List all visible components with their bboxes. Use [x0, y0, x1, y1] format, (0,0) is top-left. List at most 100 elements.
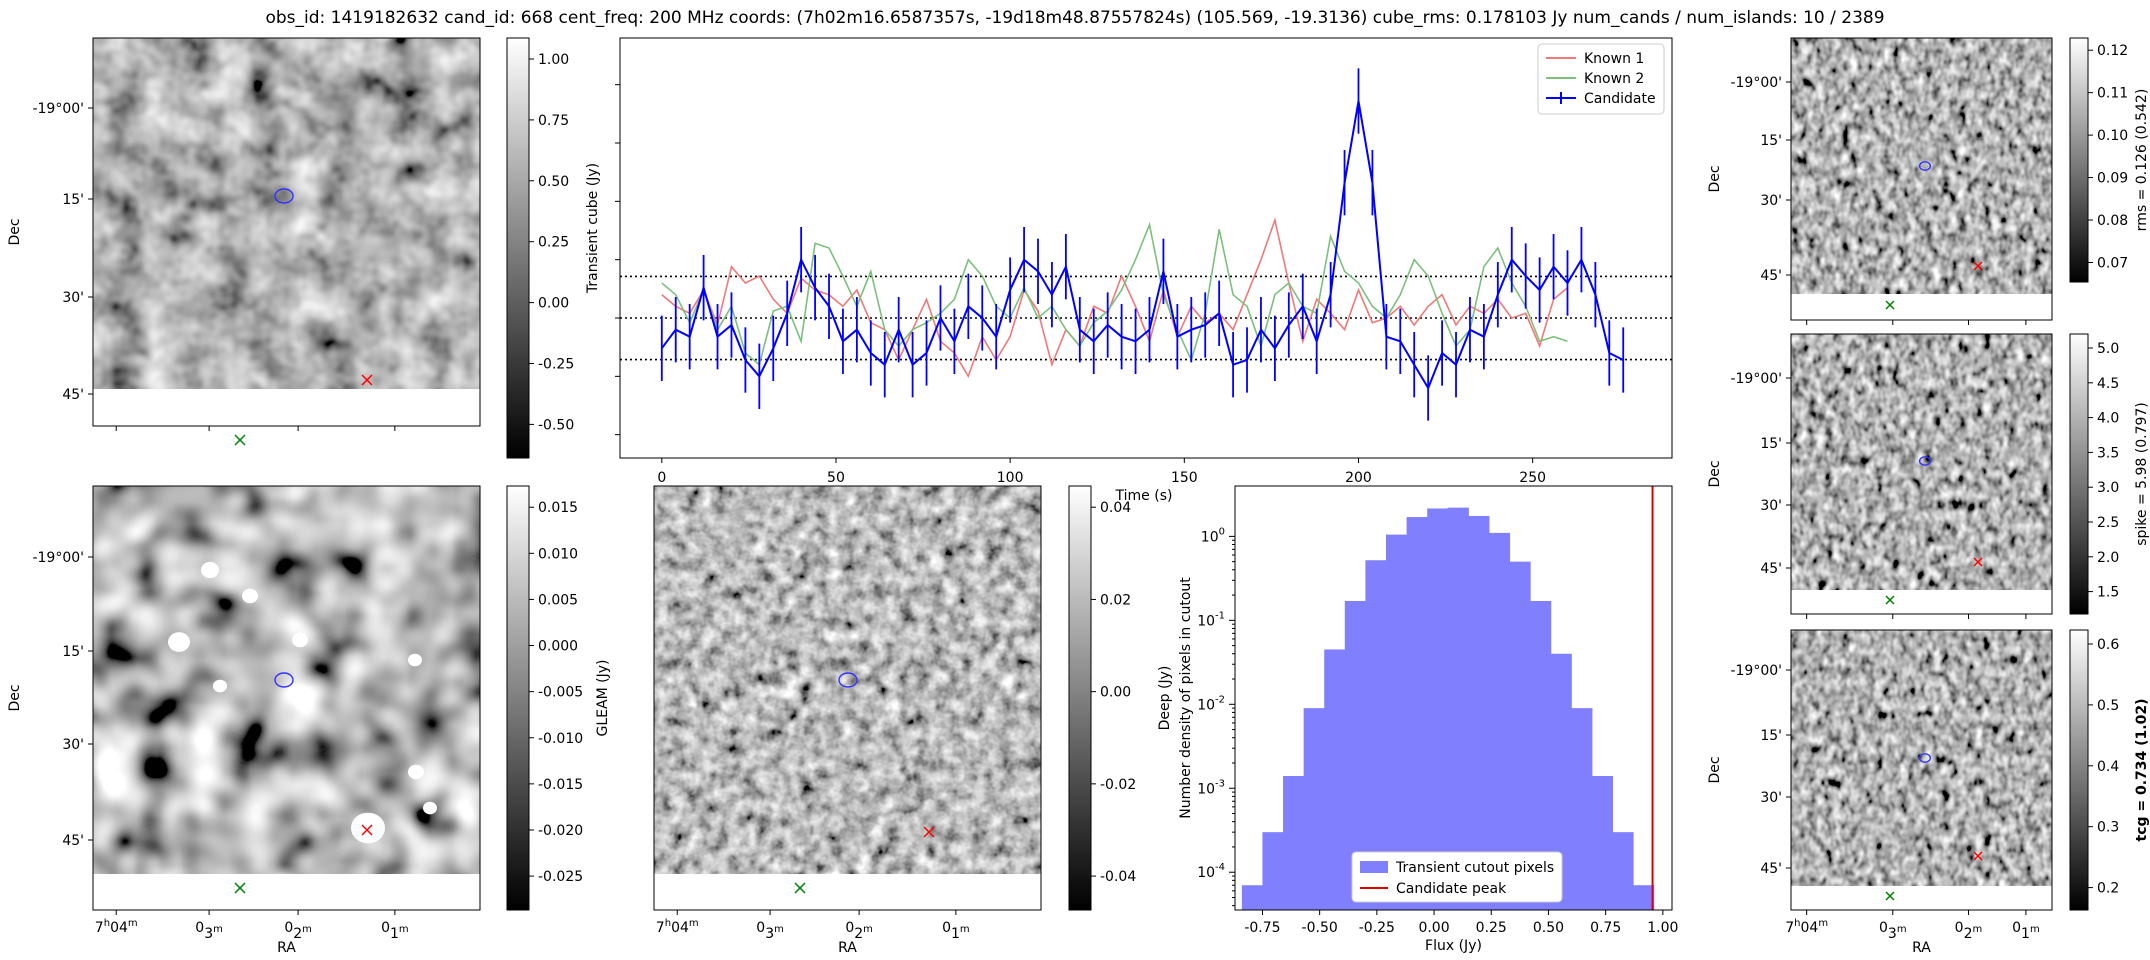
spike-cbar-tick-label: 5.0	[2097, 341, 2119, 357]
deep-cbar-tick-label: -0.04	[1100, 869, 1136, 885]
transient-dec-label: 45'	[62, 387, 84, 403]
spike-dec-label: 30'	[1760, 498, 1782, 514]
transient-dec-label: 30'	[62, 290, 84, 306]
gleam-cbar-tick-label: -0.005	[538, 685, 583, 701]
transient-cbar-tick-label: 0.25	[538, 235, 569, 251]
transient-cbar-tick-label: 0.50	[538, 174, 569, 190]
hist-bar	[1344, 600, 1366, 910]
tcg-cbar-label: tcg = 0.734 (1.02)	[2134, 699, 2150, 842]
tcg-panel: -19°00' 15' 30' 45' Dec 7h04m 03m 02m 01m RA 0.6 0.…	[1707, 629, 2150, 956]
gleam-ra-label: 7h04m	[95, 918, 138, 936]
hist-bar	[1241, 885, 1263, 910]
lc-x-tick-label: 150	[1171, 470, 1198, 486]
rms-dec-label: -19°00'	[1730, 75, 1782, 91]
gleam-dec-label: 45'	[62, 833, 84, 849]
spike-colorbar	[2069, 333, 2089, 615]
hist-x-tick-label: 0.75	[1590, 920, 1621, 936]
transient-peak-marker	[361, 374, 373, 386]
tcg-blank-strip	[1791, 886, 2052, 910]
hist-x-tick-label: 0.00	[1418, 920, 1449, 936]
rms-panel: -19°00' 15' 30' 45' Dec 0.12 0.11 0.10 0.09 0.08 0…	[1707, 37, 2150, 325]
transient-blank-strip	[93, 389, 480, 426]
transient-cbar-tick-label: -0.25	[538, 357, 574, 373]
spike-dec-label: 15'	[1760, 436, 1782, 452]
light-curve-chart: 0 50 100 150 200 250 Time (s) Transient cube (J…	[585, 37, 1673, 504]
gleam-cbar-tick-label: 0.005	[538, 592, 578, 608]
tcg-frame	[1790, 629, 2053, 911]
deep-colorbar	[1068, 485, 1092, 911]
rms-candidate-contour	[1918, 161, 1932, 171]
tcg-ra-label: 03m	[1879, 920, 1907, 942]
rms-ylabel: Dec	[1707, 165, 1723, 192]
lc-x-tick-label: 200	[1345, 470, 1372, 486]
gleam-ra-label: 01m	[381, 920, 409, 942]
hist-ylabel: Number density of pixels in cutout	[1178, 577, 1194, 819]
gleam-cbar-tick-label: -0.025	[538, 869, 583, 885]
hist-legend-label: Candidate peak	[1396, 881, 1507, 897]
deep-xlabel: RA	[838, 940, 857, 956]
hist-bar	[1303, 708, 1325, 910]
hist-y-tick-label: 10-4	[1197, 862, 1225, 881]
hist-bar	[1488, 532, 1511, 910]
gleam-image	[93, 486, 480, 874]
deep-cbar-tick-label: 0.02	[1100, 592, 1131, 608]
rms-cbar-tick-label: 0.10	[2097, 128, 2128, 144]
deep-candidate-contour	[838, 672, 858, 688]
deep-ra-label: 02m	[845, 920, 873, 942]
gleam-dec-label: 30'	[62, 737, 84, 753]
tcg-cbar-tick-label: 0.3	[2097, 820, 2119, 836]
hist-bar	[1612, 832, 1634, 910]
rms-image	[1791, 38, 2052, 294]
transient-ylabel: Dec	[7, 218, 23, 245]
hist-x-tick-label: 0.25	[1476, 920, 1507, 936]
gleam-xlabel: RA	[277, 940, 296, 956]
hist-bar	[1427, 508, 1449, 910]
deep-ra-label: 01m	[942, 920, 970, 942]
lc-x-tick-label: 0	[657, 470, 666, 486]
spike-cbar-tick-label: 4.0	[2097, 411, 2119, 427]
gleam-blank-strip	[93, 874, 480, 910]
transient-dec-label: 15'	[62, 192, 84, 208]
tcg-colorbar	[2069, 629, 2089, 911]
transient-candidate-contour	[274, 188, 294, 204]
hist-frame	[1234, 485, 1673, 911]
known1-series	[661, 217, 1569, 379]
hist-x-tick-label: 1.00	[1647, 920, 1678, 936]
gleam-bright-source	[201, 561, 219, 579]
gleam-dec-label: -19°00'	[32, 550, 84, 566]
tcg-ra-label: 02m	[1955, 920, 1983, 942]
hist-bar	[1262, 832, 1284, 910]
rms-blank-strip	[1791, 294, 2052, 320]
gleam-bright-source	[423, 801, 437, 815]
gleam-cbar-tick-label: 0.010	[538, 546, 578, 562]
hist-bar	[1283, 775, 1305, 910]
gleam-dec-label: 15'	[62, 644, 84, 660]
lc-x-tick-label: 50	[827, 470, 845, 486]
deep-ra-label: 03m	[756, 920, 784, 942]
spike-panel: -19°00' 15' 30' 45' Dec 5.0 4.5 4.0 3.5 3.0 2.5 2.0…	[1707, 333, 2150, 619]
tcg-cbar-tick-label: 0.5	[2097, 698, 2119, 714]
gleam-ra-label: 03m	[195, 920, 223, 942]
gleam-cbar-tick-label: -0.015	[538, 777, 583, 793]
hist-bar	[1550, 653, 1572, 910]
light-curve-frame	[619, 37, 1673, 459]
transient-cbar-tick-label: 0.00	[538, 296, 569, 312]
sky-panels: -19°00'15'30'45'Dec1.000.750.500.250.00-…	[7, 37, 2150, 956]
hist-x-tick-label: -0.50	[1302, 920, 1338, 936]
rms-frame	[1790, 37, 2053, 321]
tcg-ylabel: Dec	[1707, 756, 1723, 783]
deep-ra-label: 7h04m	[656, 918, 699, 936]
gleam-cbar-tick-label: -0.020	[538, 823, 583, 839]
hist-x-tick-label: 0.50	[1533, 920, 1564, 936]
histogram-chart: -0.75 -0.50 -0.25 0.00 0.25 0.50 0.75 1.00 100 10…	[1178, 485, 1678, 954]
gleam-peak-marker	[361, 824, 373, 836]
spike-dec-label: -19°00'	[1730, 371, 1782, 387]
hist-bar	[1365, 560, 1387, 910]
deep-image	[654, 486, 1041, 874]
transient-image	[93, 38, 480, 389]
tcg-peak-marker	[1973, 851, 1983, 861]
candidate-series	[660, 100, 1624, 391]
deep-cbar-tick-label: 0.04	[1100, 500, 1131, 516]
transient-source-marker	[234, 434, 246, 446]
